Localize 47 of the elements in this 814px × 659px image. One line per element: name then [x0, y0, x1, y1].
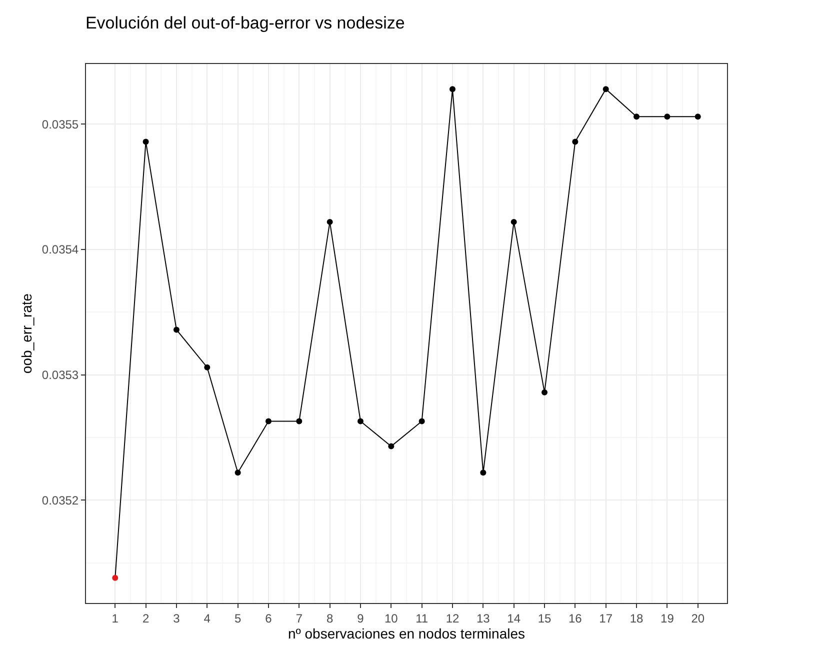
- point: [664, 114, 670, 120]
- x-tick-label: 20: [691, 611, 705, 626]
- point: [542, 389, 548, 396]
- point: [418, 418, 425, 424]
- y-tick-label: 0.0353: [42, 368, 79, 382]
- x-tick-label: 17: [599, 611, 613, 626]
- x-tick-label: 12: [446, 611, 460, 626]
- y-axis-title: oob_err_rate: [18, 293, 34, 374]
- x-tick-label: 2: [142, 611, 150, 626]
- point: [572, 138, 578, 145]
- y-tick-label: 0.0354: [42, 242, 79, 257]
- x-tick-label: 18: [630, 611, 644, 626]
- point: [112, 574, 118, 581]
- chart-title: Evolución del out-of-bag-error vs nodesize: [85, 13, 405, 32]
- x-tick-label: 6: [265, 611, 272, 626]
- x-tick-label: 9: [357, 611, 364, 626]
- point: [480, 470, 486, 476]
- x-tick-label: 15: [538, 611, 552, 626]
- x-tick-label: 16: [568, 611, 582, 626]
- point: [265, 418, 272, 424]
- point: [234, 470, 241, 476]
- x-tick-label: 14: [507, 611, 521, 626]
- y-tick-label: 0.0352: [42, 493, 79, 508]
- y-tick-label: 0.0355: [42, 117, 79, 132]
- x-axis-title: nº observaciones en nodos terminales: [288, 626, 526, 642]
- point: [296, 418, 302, 424]
- point: [450, 86, 456, 92]
- point: [142, 138, 149, 145]
- point: [204, 364, 210, 370]
- x-tick-label: 19: [660, 611, 674, 626]
- x-tick-label: 8: [326, 611, 334, 626]
- x-tick-label: 1: [112, 611, 119, 626]
- point: [510, 218, 517, 225]
- point: [326, 218, 333, 225]
- x-tick-label: 3: [173, 611, 180, 626]
- x-tick-label: 5: [234, 611, 242, 626]
- point: [634, 114, 640, 120]
- x-tick-label: 4: [204, 611, 211, 626]
- point: [602, 86, 609, 92]
- point: [694, 114, 701, 120]
- x-tick-label: 13: [476, 611, 490, 626]
- point: [388, 443, 394, 450]
- point: [358, 418, 364, 424]
- point: [173, 326, 180, 333]
- x-tick-label: 11: [416, 611, 428, 626]
- x-tick-label: 7: [296, 611, 303, 626]
- x-tick-label: 10: [384, 611, 398, 626]
